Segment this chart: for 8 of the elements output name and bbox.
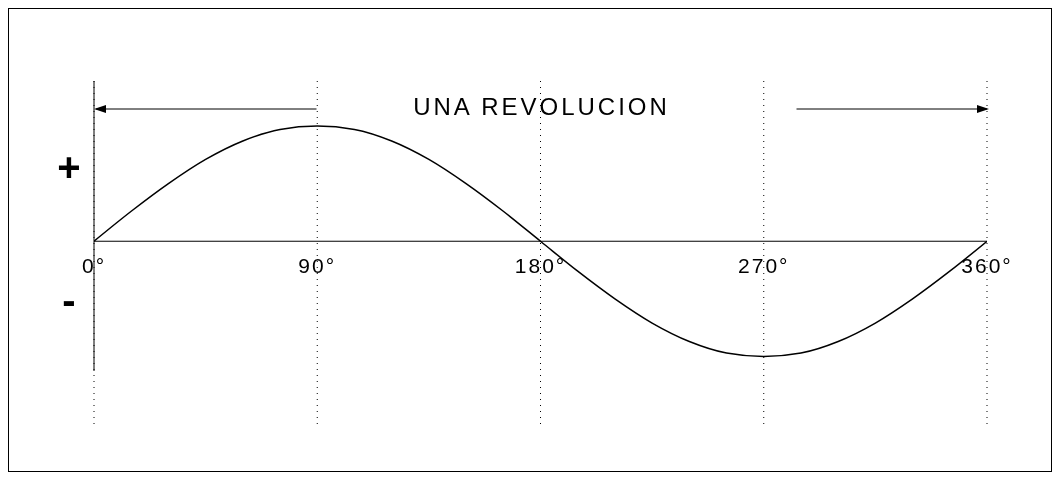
x-tick-label: 360° bbox=[961, 253, 1013, 277]
x-tick-label: 90° bbox=[298, 253, 337, 277]
text: - bbox=[62, 277, 76, 322]
x-tick-label: 0° bbox=[81, 253, 107, 277]
text: + bbox=[57, 145, 81, 190]
x-tick-label: 270° bbox=[738, 253, 790, 277]
x-tick-label: 180° bbox=[514, 253, 567, 277]
chart-title: UNA REVOLUCION bbox=[413, 93, 670, 121]
